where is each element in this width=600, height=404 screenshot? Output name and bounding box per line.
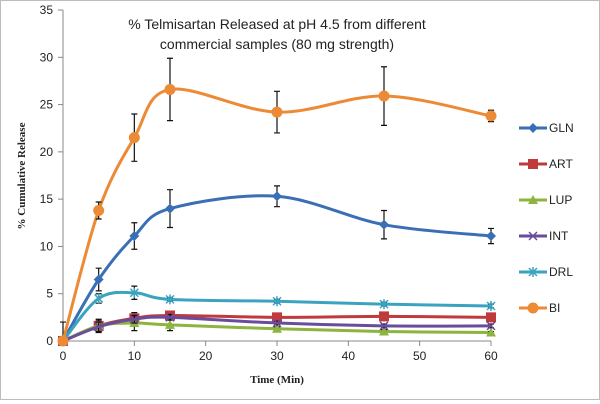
star-marker — [272, 296, 282, 307]
x-tick-label: 0 — [60, 349, 67, 363]
diamond-marker — [93, 274, 104, 285]
star-marker — [165, 294, 175, 305]
x-tick-label: 30 — [270, 349, 284, 363]
legend-label: ART — [549, 157, 573, 171]
star-marker — [129, 287, 139, 298]
legend-item-lup: LUP — [519, 193, 572, 207]
x-tick-label: 60 — [484, 349, 498, 363]
diamond-marker — [486, 231, 496, 242]
diamond-marker — [528, 123, 538, 133]
legend-item-bi: BI — [519, 301, 560, 315]
star-marker — [528, 267, 538, 277]
star-marker — [379, 299, 389, 310]
series-drl — [58, 285, 496, 346]
triangle-marker — [486, 327, 496, 337]
legend-label: LUP — [549, 193, 572, 207]
x-tick-label: 10 — [128, 349, 142, 363]
star-marker — [486, 301, 496, 312]
series-line — [62, 315, 492, 343]
y-tick-label: 10 — [40, 239, 54, 253]
chart-title-line2: commercial samples (80 mg strength) — [160, 36, 394, 52]
square-marker — [528, 159, 538, 169]
x-tick-label: 50 — [413, 349, 427, 363]
y-axis-label: % Cumulative Release — [16, 122, 28, 229]
y-tick-label: 25 — [40, 98, 54, 112]
circle-marker — [271, 106, 283, 118]
x-tick-label: 20 — [199, 349, 213, 363]
x-marker — [129, 314, 139, 324]
legend-label: DRL — [549, 265, 573, 279]
y-tick-label: 5 — [46, 287, 53, 301]
legend-label: GLN — [549, 121, 574, 135]
x-marker — [528, 231, 538, 241]
legend-item-int: INT — [519, 229, 569, 243]
triangle-marker — [272, 323, 282, 333]
series-bi — [57, 57, 497, 347]
circle-marker — [527, 302, 539, 314]
chart-title-line1: % Telmisartan Released at pH 4.5 from di… — [128, 16, 426, 32]
circle-marker — [57, 335, 69, 347]
diamond-marker — [379, 219, 389, 230]
triangle-marker — [379, 326, 389, 336]
square-marker — [379, 311, 389, 322]
legend-label: INT — [549, 229, 569, 243]
legend-item-art: ART — [519, 157, 573, 171]
y-tick-label: 15 — [40, 192, 54, 206]
y-tick-label: 20 — [40, 145, 54, 159]
y-tick-label: 35 — [40, 3, 54, 17]
circle-marker — [164, 83, 176, 95]
legend-item-gln: GLN — [519, 121, 574, 135]
x-marker — [379, 321, 389, 331]
circle-marker — [485, 110, 497, 122]
y-tick-label: 0 — [46, 334, 53, 348]
square-marker — [272, 312, 282, 323]
star-marker — [94, 293, 104, 304]
x-marker — [165, 312, 175, 322]
legend-item-drl: DRL — [519, 265, 573, 279]
y-tick-label: 30 — [40, 50, 54, 64]
x-axis-label: Time (Min) — [250, 374, 304, 386]
square-marker — [486, 312, 496, 323]
x-marker — [486, 321, 496, 331]
series-int — [58, 312, 496, 346]
series-gln — [58, 185, 496, 346]
x-tick-label: 40 — [342, 349, 356, 363]
diamond-marker — [272, 191, 282, 202]
x-marker — [272, 318, 282, 328]
circle-marker — [378, 90, 390, 102]
triangle-marker — [165, 319, 175, 329]
diamond-marker — [129, 231, 140, 242]
circle-marker — [128, 132, 140, 144]
circle-marker — [93, 204, 105, 216]
triangle-marker — [528, 195, 538, 204]
diamond-marker — [165, 203, 175, 214]
x-marker — [94, 322, 104, 332]
legend-label: BI — [549, 301, 560, 315]
